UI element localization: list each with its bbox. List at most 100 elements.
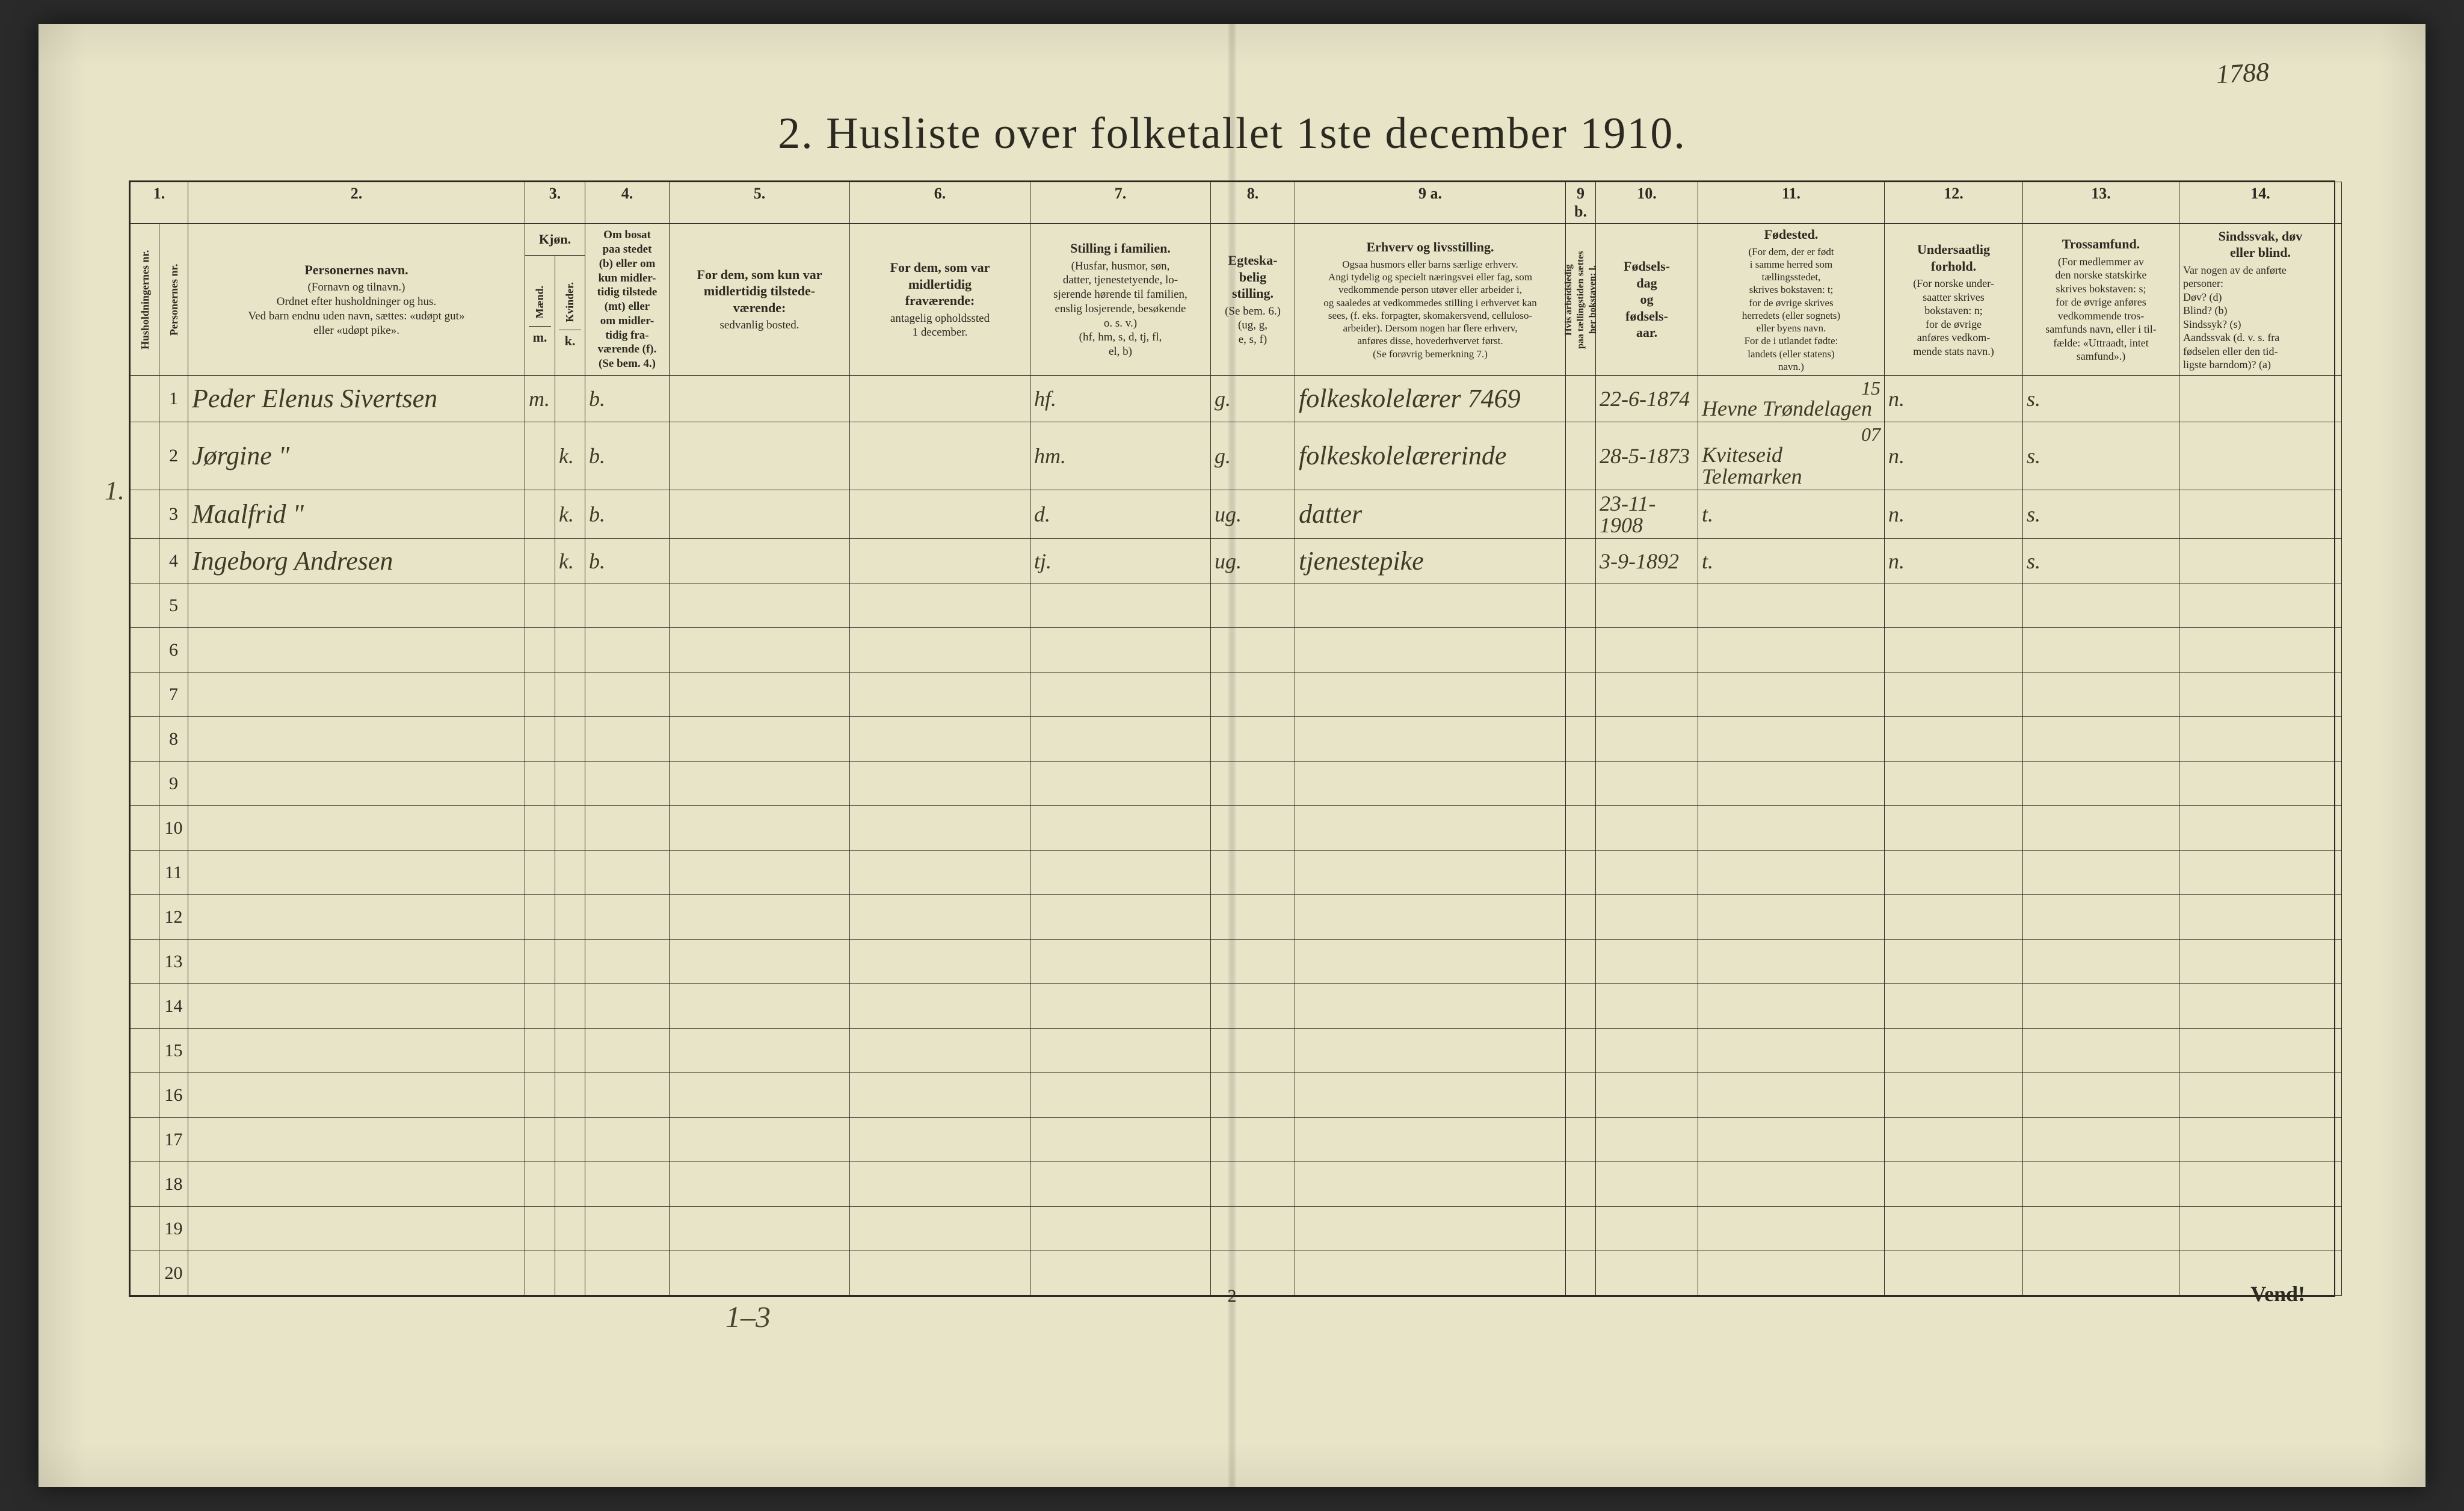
hdr-family-position: Stilling i familien. (Husfar, husmor, sø… <box>1030 224 1211 376</box>
hdr-name-sub: (Fornavn og tilnavn.) Ordnet efter husho… <box>192 280 521 337</box>
cell-occupation <box>1295 717 1566 762</box>
colnum-9b: 9 b. <box>1566 182 1596 224</box>
cell-temp-absent <box>850 376 1030 422</box>
cell-temp-absent <box>850 762 1030 806</box>
cell-household-nr <box>131 806 159 851</box>
cell-marital <box>1211 1162 1295 1207</box>
cell-birthdate: 28-5-1873 <box>1596 422 1698 490</box>
cell-sex-m <box>525 422 555 490</box>
table-row: 17 <box>131 1118 2342 1162</box>
cell-marital <box>1211 583 1295 628</box>
cell-temp-present <box>670 940 850 984</box>
cell-temp-absent <box>850 940 1030 984</box>
cell-temp-present <box>670 851 850 895</box>
hdr-14-sub: Var nogen av de anførte personer: Døv? (… <box>2183 263 2338 372</box>
cell-sex-m <box>525 1207 555 1251</box>
cell-birthdate: 23-11-1908 <box>1596 490 1698 539</box>
cell-religion <box>2023 672 2179 717</box>
cell-birthplace <box>1698 717 1885 762</box>
cell-sex-m <box>525 672 555 717</box>
colnum-1: 1. <box>131 182 188 224</box>
cell-occupation <box>1295 672 1566 717</box>
cell-religion <box>2023 851 2179 895</box>
cell-citizenship <box>1885 984 2023 1029</box>
cell-citizenship <box>1885 851 2023 895</box>
cell-name <box>188 1207 525 1251</box>
cell-name <box>188 940 525 984</box>
cell-temp-absent <box>850 1118 1030 1162</box>
cell-name <box>188 762 525 806</box>
cell-marital <box>1211 1207 1295 1251</box>
hdr-temp-present: For dem, som kun var midlertidig tilsted… <box>670 224 850 376</box>
table-row: 3Maalfrid "k.b.d.ug.datter23-11-1908t.n.… <box>131 490 2342 539</box>
cell-residence <box>585 1118 670 1162</box>
cell-sex-m <box>525 1029 555 1073</box>
cell-household-nr <box>131 762 159 806</box>
cell-birthdate: 22-6-1874 <box>1596 376 1698 422</box>
cell-household-nr <box>131 490 159 539</box>
cell-disability <box>2179 1029 2342 1073</box>
cell-disability <box>2179 984 2342 1029</box>
corner-number: 1788 <box>2216 59 2270 88</box>
cell-person-nr: 13 <box>159 940 188 984</box>
cell-religion <box>2023 1029 2179 1073</box>
cell-disability <box>2179 490 2342 539</box>
cell-family-position <box>1030 672 1211 717</box>
cell-family-position <box>1030 1207 1211 1251</box>
cell-occupation <box>1295 762 1566 806</box>
cell-temp-absent <box>850 1029 1030 1073</box>
table-row: 12 <box>131 895 2342 940</box>
cell-marital: g. <box>1211 376 1295 422</box>
cell-sex-k <box>555 628 585 672</box>
cell-birthdate <box>1596 1073 1698 1118</box>
cell-family-position <box>1030 984 1211 1029</box>
cell-unemployed <box>1566 717 1596 762</box>
cell-temp-absent <box>850 1207 1030 1251</box>
cell-birthdate <box>1596 1207 1698 1251</box>
cell-disability <box>2179 628 2342 672</box>
cell-residence <box>585 717 670 762</box>
cell-temp-present <box>670 539 850 583</box>
cell-citizenship <box>1885 1029 2023 1073</box>
table-row: 4Ingeborg Andresenk.b.tj.ug.tjenestepike… <box>131 539 2342 583</box>
cell-person-nr: 11 <box>159 851 188 895</box>
table-row: 11 <box>131 851 2342 895</box>
cell-residence <box>585 984 670 1029</box>
cell-person-nr: 9 <box>159 762 188 806</box>
cell-temp-present <box>670 422 850 490</box>
cell-sex-m <box>525 1118 555 1162</box>
cell-marital <box>1211 1118 1295 1162</box>
cell-residence <box>585 583 670 628</box>
cell-birthdate <box>1596 1029 1698 1073</box>
cell-sex-m <box>525 539 555 583</box>
cell-sex-m <box>525 490 555 539</box>
page-number: 2 <box>38 1286 2426 1306</box>
hdr-12-sub: (For norske under- saatter skrives bokst… <box>1888 277 2019 358</box>
page-title: 2. Husliste over folketallet 1ste decemb… <box>38 24 2426 177</box>
cell-occupation <box>1295 1073 1566 1118</box>
cell-birthplace-text: Kviteseid Telemarken <box>1702 444 1880 487</box>
cell-occupation: folkeskolelærer 7469 <box>1295 376 1566 422</box>
cell-citizenship <box>1885 940 2023 984</box>
cell-disability <box>2179 672 2342 717</box>
cell-name: Ingeborg Andresen <box>188 539 525 583</box>
hdr-residence: Om bosat paa stedet (b) eller om kun mid… <box>585 224 670 376</box>
cell-household-nr <box>131 1118 159 1162</box>
cell-name <box>188 1029 525 1073</box>
cell-citizenship: n. <box>1885 376 2023 422</box>
colnum-7: 7. <box>1030 182 1211 224</box>
table-row: 15 <box>131 1029 2342 1073</box>
hdr-birthdate: Fødsels- dag og fødsels- aar. <box>1596 224 1698 376</box>
cell-unemployed <box>1566 1073 1596 1118</box>
hdr-13-sub: (For medlemmer av den norske statskirke … <box>2027 255 2175 363</box>
cell-occupation <box>1295 583 1566 628</box>
colnum-5: 5. <box>670 182 850 224</box>
hdr-11-main: Fødested. <box>1702 226 1880 243</box>
hdr-birthplace: Fødested. (For dem, der er født i samme … <box>1698 224 1885 376</box>
cell-occupation <box>1295 1162 1566 1207</box>
cell-residence <box>585 1073 670 1118</box>
cell-birthplace: t. <box>1698 490 1885 539</box>
cell-birthplace-annotation: 07 <box>1702 425 1880 444</box>
cell-family-position <box>1030 1162 1211 1207</box>
cell-residence <box>585 895 670 940</box>
